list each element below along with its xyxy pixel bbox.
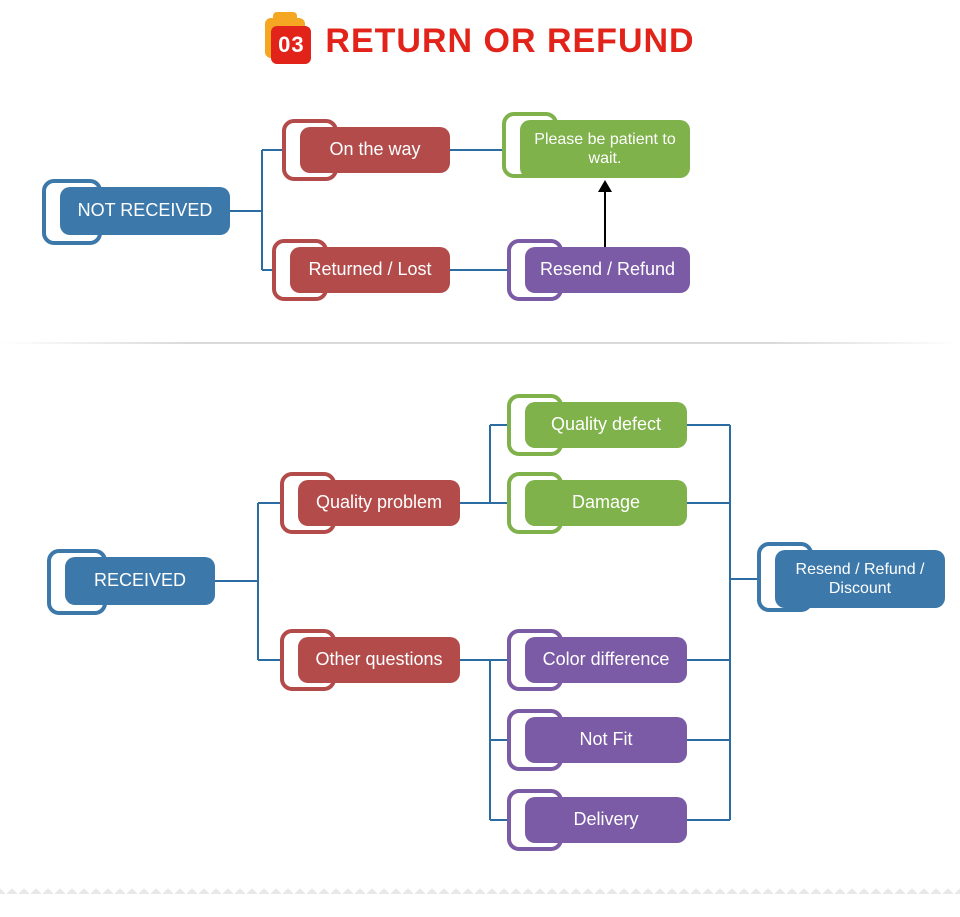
connector-line (687, 659, 730, 661)
node-received: RECEIVED (65, 557, 215, 605)
connector-line (489, 425, 491, 503)
header: 03 RETURN OR REFUND (0, 0, 960, 64)
node-returned_lost: Returned / Lost (290, 247, 450, 293)
connector-line (261, 150, 263, 211)
node-label: Other questions (298, 637, 460, 683)
connector-line (261, 211, 263, 270)
node-label: NOT RECEIVED (60, 187, 230, 235)
node-label: Damage (525, 480, 687, 526)
connector-line (729, 579, 731, 660)
node-label: RECEIVED (65, 557, 215, 605)
page-title: RETURN OR REFUND (325, 22, 694, 61)
node-quality_defect: Quality defect (525, 402, 687, 448)
node-on_the_way: On the way (300, 127, 450, 173)
node-label: Delivery (525, 797, 687, 843)
connector-line (729, 740, 731, 820)
node-quality_problem: Quality problem (298, 480, 460, 526)
connector-line (687, 502, 730, 504)
connector-line (687, 424, 730, 426)
node-please_wait: Please be patient to wait. (520, 120, 690, 178)
node-label: Please be patient to wait. (520, 120, 690, 178)
node-label: Not Fit (525, 717, 687, 763)
section-number-icon: 03 (265, 18, 311, 64)
node-resend_refund: Resend / Refund (525, 247, 690, 293)
node-label: Color difference (525, 637, 687, 683)
node-label: Returned / Lost (290, 247, 450, 293)
node-label: Resend / Refund (525, 247, 690, 293)
connector-line (215, 580, 258, 582)
section-divider (0, 342, 960, 344)
section-number: 03 (271, 26, 311, 64)
connector-line (460, 659, 490, 661)
node-label: Quality problem (298, 480, 460, 526)
connector-line (489, 660, 491, 820)
node-not_received: NOT RECEIVED (60, 187, 230, 235)
arrow-head-icon (598, 180, 612, 192)
node-not_fit: Not Fit (525, 717, 687, 763)
connector-line (230, 210, 262, 212)
connector-line (729, 660, 731, 740)
flowchart-canvas: NOT RECEIVED On the way Please be patient … (0, 82, 960, 902)
node-delivery: Delivery (525, 797, 687, 843)
node-label: Quality defect (525, 402, 687, 448)
section-divider (0, 882, 960, 894)
connector-line (729, 503, 731, 579)
node-label: On the way (300, 127, 450, 173)
connector-line (257, 503, 259, 581)
node-label: Resend / Refund / Discount (775, 550, 945, 608)
connector-line (687, 739, 730, 741)
node-damage: Damage (525, 480, 687, 526)
node-rrd: Resend / Refund / Discount (775, 550, 945, 608)
node-other_questions: Other questions (298, 637, 460, 683)
connector-line (687, 819, 730, 821)
connector-line (257, 581, 259, 660)
node-color_diff: Color difference (525, 637, 687, 683)
